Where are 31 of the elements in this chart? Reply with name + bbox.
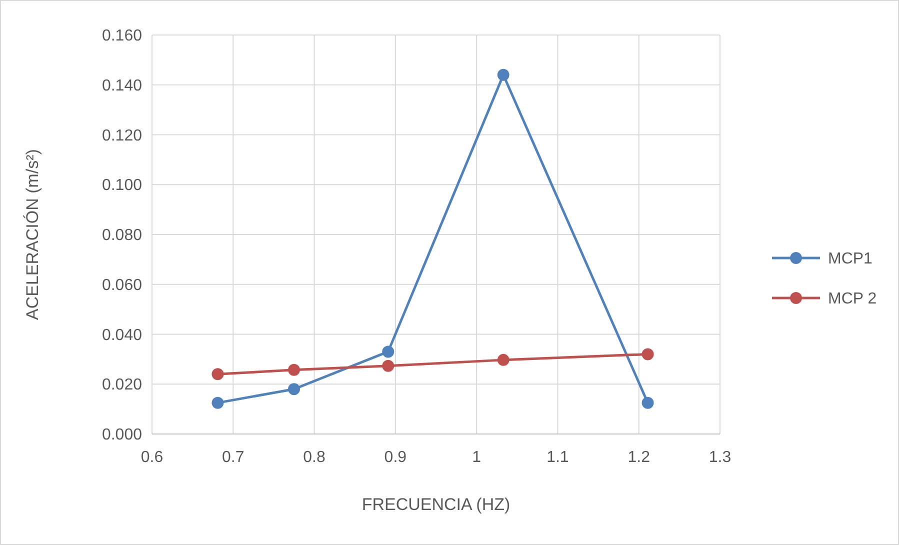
- point: [212, 396, 224, 409]
- y-tick-label: 0.020: [102, 376, 142, 394]
- y-tick-label: 0.060: [102, 276, 142, 294]
- point: [288, 364, 300, 376]
- x-tick-label: 0.8: [303, 449, 326, 466]
- legend-label: MCP 2: [828, 290, 877, 308]
- point: [642, 348, 654, 360]
- x-tick-label: 0.7: [222, 449, 244, 466]
- y-tick-label: 0.120: [102, 127, 142, 144]
- x-tick-label: 1: [472, 449, 482, 466]
- point: [497, 68, 510, 81]
- y-tick-label: 0.000: [102, 426, 142, 444]
- legend-label: MCP1: [828, 250, 873, 268]
- y-tick-label: 0.140: [102, 77, 142, 94]
- point: [382, 360, 394, 372]
- x-tick-label: 0.9: [384, 449, 407, 466]
- x-tick-label: 1.3: [708, 449, 732, 466]
- y-tick-label: 0.080: [102, 227, 142, 244]
- point: [642, 396, 654, 409]
- x-tick-label: 1.2: [628, 449, 650, 466]
- point: [288, 383, 300, 396]
- point: [497, 354, 510, 366]
- x-tick-label: 0.6: [140, 449, 164, 466]
- y-tick-label: 0.040: [102, 326, 142, 344]
- y-tick-label: 0.100: [102, 177, 142, 194]
- y-tick-label: 0.160: [102, 28, 142, 45]
- x-tick-label: 1.1: [546, 449, 569, 466]
- y-axis-title: ACELERACIÓN (m/s²): [23, 149, 42, 320]
- point: [212, 368, 224, 380]
- point: [382, 346, 394, 358]
- x-axis-title: FRECUENCIA (HZ): [362, 495, 510, 514]
